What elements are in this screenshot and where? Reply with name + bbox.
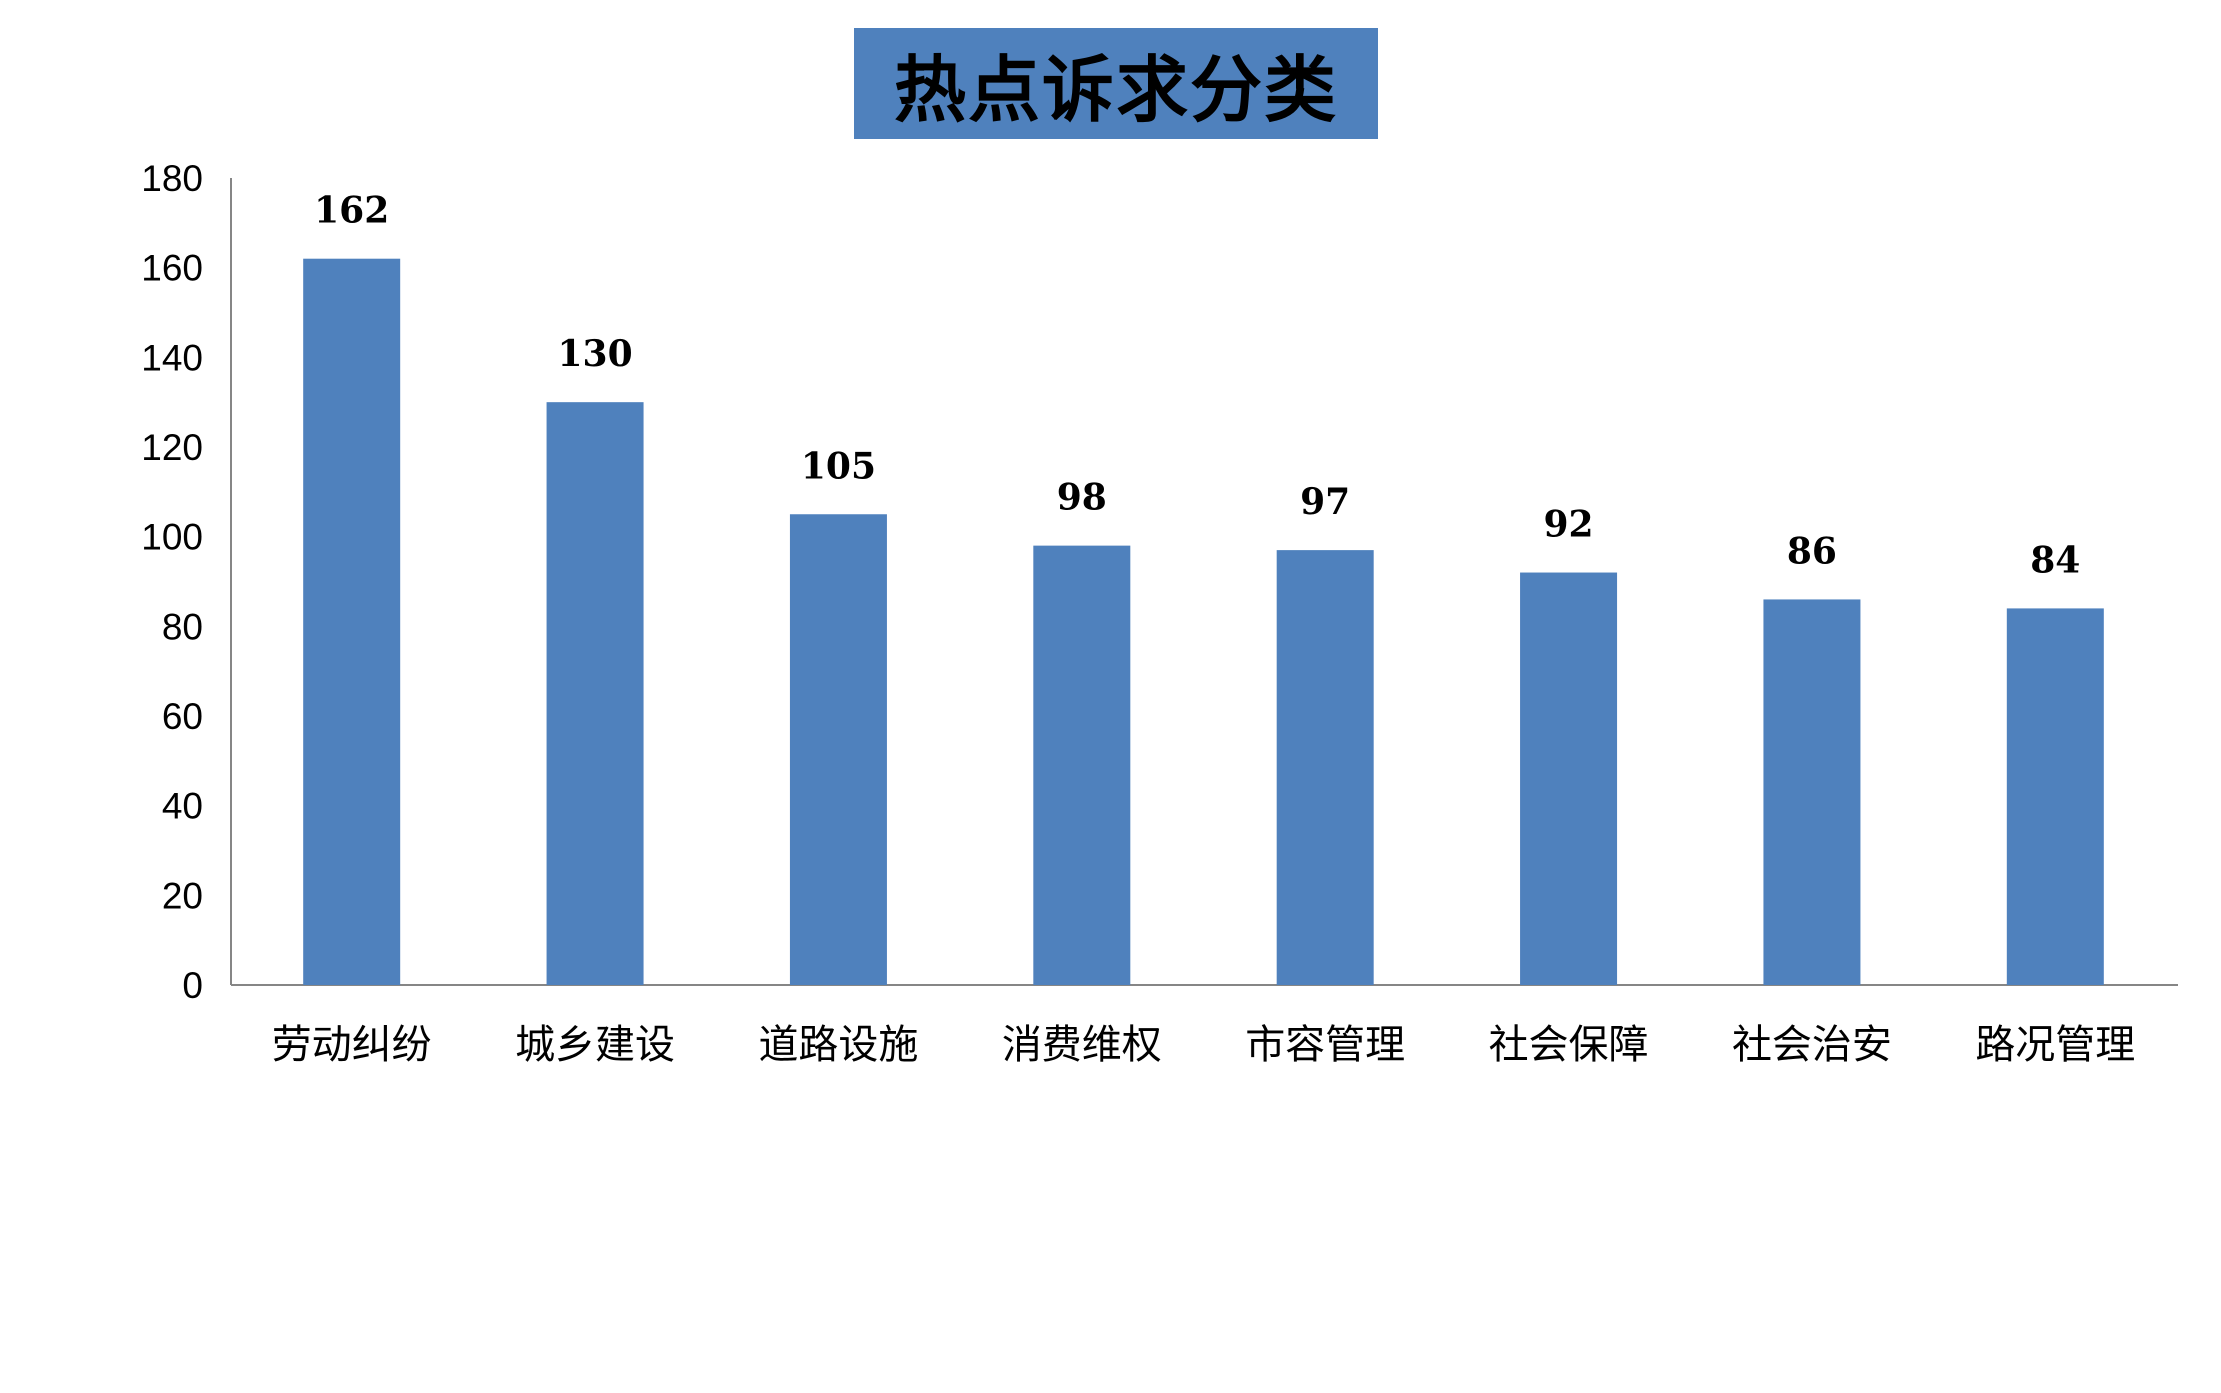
y-tick-label: 120 (141, 427, 203, 468)
bar (546, 402, 644, 986)
y-tick-label: 80 (162, 606, 203, 647)
y-tick-label: 20 (162, 875, 203, 916)
x-category-label: 城乡建设 (515, 1022, 675, 1068)
y-tick-label: 0 (182, 965, 203, 1006)
data-label: 86 (1787, 530, 1837, 572)
x-category-label: 道路设施 (758, 1022, 918, 1068)
bar (1763, 599, 1861, 985)
y-tick-label: 40 (162, 786, 203, 827)
x-category-label: 劳动纠纷 (272, 1022, 432, 1068)
y-tick-label: 100 (141, 517, 203, 558)
bar (1520, 572, 1618, 985)
chart-title-box: 热点诉求分类 (854, 28, 1378, 139)
data-label: 84 (2030, 539, 2080, 581)
data-label: 130 (557, 333, 632, 375)
y-tick-label: 180 (141, 158, 203, 199)
bar (2006, 608, 2104, 985)
bar (1276, 550, 1374, 985)
data-label: 97 (1300, 481, 1350, 523)
chart-title: 热点诉求分类 (893, 47, 1338, 132)
y-tick-label: 160 (141, 248, 203, 289)
x-category-label: 社会治安 (1732, 1022, 1892, 1068)
y-tick-label: 140 (141, 337, 203, 378)
y-tick-label: 60 (162, 696, 203, 737)
data-label: 162 (314, 190, 389, 232)
x-category-label: 社会保障 (1489, 1022, 1649, 1068)
data-label: 92 (1544, 504, 1594, 546)
bar (1033, 545, 1131, 985)
data-label: 105 (801, 445, 876, 487)
bar (303, 258, 401, 985)
x-category-label: 消费维权 (1002, 1022, 1162, 1068)
x-category-label: 路况管理 (1975, 1022, 2135, 1068)
data-label: 98 (1057, 477, 1107, 519)
x-category-label: 市容管理 (1245, 1022, 1405, 1068)
bar (789, 514, 887, 985)
